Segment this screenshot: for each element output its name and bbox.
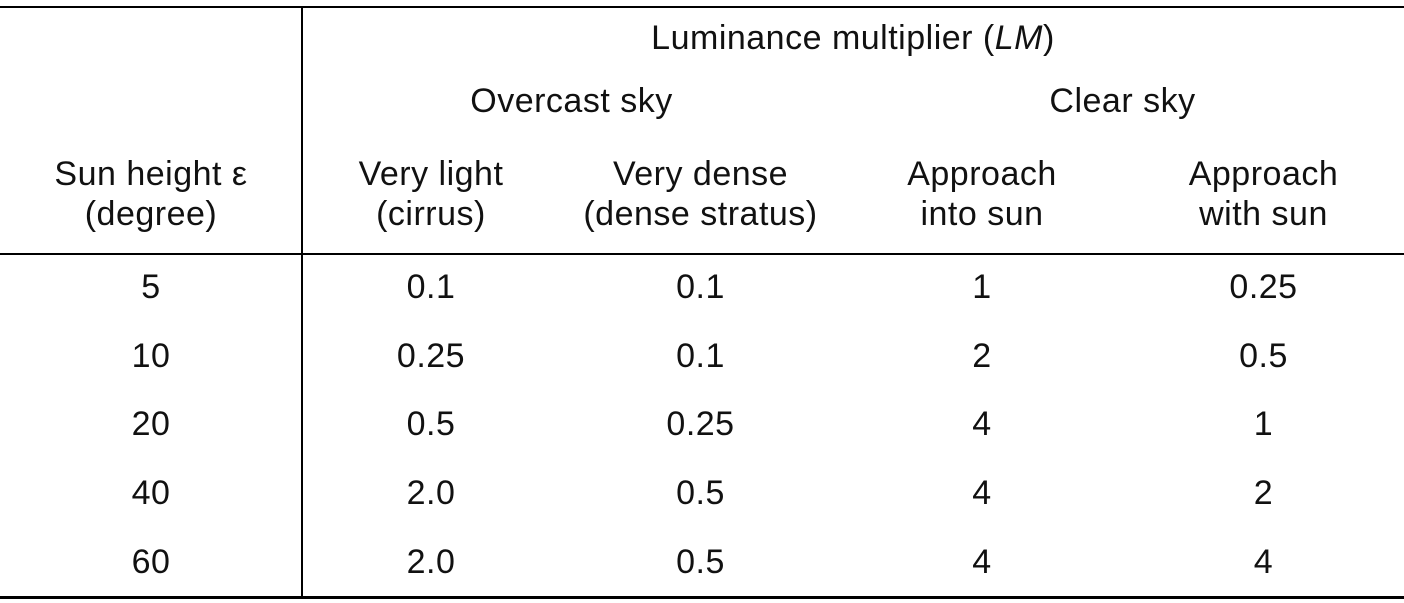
cell-approach-with-sun: 0.5 xyxy=(1239,336,1288,375)
cell-approach-into-sun: 4 xyxy=(972,542,992,581)
table-header-rule xyxy=(0,253,1404,255)
cell-approach-with-sun: 0.25 xyxy=(1229,268,1298,307)
column-header-approach-with-sun: Approach with sun xyxy=(1123,134,1404,253)
cell-approach-into-sun: 2 xyxy=(972,336,992,375)
column-header-very-dense-line2: (dense stratus) xyxy=(583,194,818,233)
table-title-prefix: Luminance multiplier ( xyxy=(651,19,995,57)
cell-very-dense: 0.5 xyxy=(676,474,725,513)
cell-sun-height: 20 xyxy=(131,405,171,444)
column-header-very-dense-line1: Very dense xyxy=(612,154,789,193)
cell-very-dense: 0.1 xyxy=(676,268,725,307)
cell-very-dense: 0.5 xyxy=(676,542,725,581)
cell-approach-with-sun: 4 xyxy=(1253,542,1274,581)
column-header-very-light-line2: (cirrus) xyxy=(376,194,486,233)
group-header-clear-sky: Clear sky xyxy=(1049,82,1196,120)
column-header-approach-with-sun-line2: with sun xyxy=(1199,194,1328,233)
cell-approach-with-sun: 1 xyxy=(1253,405,1274,444)
cell-sun-height: 10 xyxy=(131,336,171,375)
column-header-approach-into-sun-line1: Approach xyxy=(907,154,1057,193)
group-header-overcast-sky: Overcast sky xyxy=(470,82,673,120)
cell-very-light: 0.5 xyxy=(406,405,456,444)
table-top-rule xyxy=(0,6,1404,8)
cell-very-dense: 0.1 xyxy=(676,336,725,375)
table-title: Luminance multiplier (LM) xyxy=(302,8,1404,68)
column-header-approach-into-sun-line2: into sun xyxy=(920,194,1044,233)
cell-sun-height: 40 xyxy=(131,474,171,513)
luminance-table: Luminance multiplier (LM) Overcast sky C… xyxy=(0,8,1404,596)
cell-very-light: 0.1 xyxy=(406,268,456,307)
column-header-very-light-line1: Very light xyxy=(358,154,504,193)
cell-sun-height: 5 xyxy=(141,268,161,307)
cell-very-light: 0.25 xyxy=(396,336,466,375)
cell-very-light: 2.0 xyxy=(406,542,456,581)
table-vertical-divider xyxy=(301,6,303,599)
column-header-very-light: Very light (cirrus) xyxy=(302,134,560,253)
cell-approach-into-sun: 1 xyxy=(972,268,992,307)
table-title-symbol: LM xyxy=(994,19,1043,57)
column-header-very-dense: Very dense (dense stratus) xyxy=(560,134,841,253)
cell-approach-with-sun: 2 xyxy=(1253,474,1274,513)
column-header-sun-height: Sun height ε (degree) xyxy=(0,134,302,253)
cell-approach-into-sun: 4 xyxy=(972,405,992,444)
cell-very-dense: 0.25 xyxy=(666,405,735,444)
column-header-approach-with-sun-line1: Approach xyxy=(1188,154,1339,193)
cell-very-light: 2.0 xyxy=(406,474,456,513)
cell-sun-height: 60 xyxy=(131,542,171,581)
table-bottom-rule xyxy=(0,596,1404,599)
cell-approach-into-sun: 4 xyxy=(972,474,992,513)
column-header-approach-into-sun: Approach into sun xyxy=(841,134,1123,253)
column-header-sun-height-line2: (degree) xyxy=(84,194,218,233)
table-title-suffix: ) xyxy=(1043,19,1055,57)
column-header-sun-height-line1: Sun height ε xyxy=(54,154,248,193)
